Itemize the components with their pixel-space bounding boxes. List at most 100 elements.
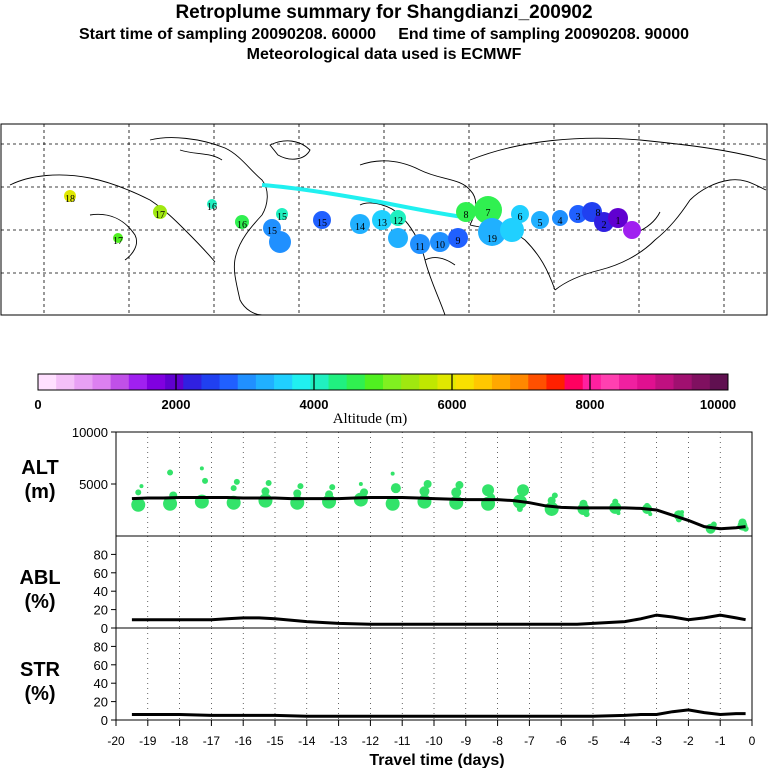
colorbar-cell — [274, 374, 293, 390]
alt-point — [390, 471, 395, 476]
map-plume-label: 8 — [464, 210, 469, 221]
plume-blob — [235, 215, 249, 229]
alt-point — [139, 484, 144, 489]
colorbar-cell — [582, 374, 602, 390]
alt-point — [258, 493, 273, 508]
plume-blob — [64, 190, 76, 202]
colorbar-cell — [219, 374, 239, 390]
plume-blob — [372, 210, 392, 230]
colorbar-cell — [637, 374, 656, 390]
alt-point — [297, 483, 304, 490]
alt-point — [329, 484, 336, 491]
x-axis-label: Travel time (days) — [369, 752, 504, 768]
colorbar-label: 2000 — [162, 397, 191, 412]
x-tick-label: -20 — [107, 734, 125, 748]
colorbar-cell — [110, 374, 130, 390]
y-tick-label: 20 — [94, 603, 108, 618]
alt-point — [325, 490, 334, 499]
y-tick-label: 80 — [94, 547, 108, 562]
x-tick-label: -13 — [330, 734, 348, 748]
map-plume-label: 14 — [355, 222, 365, 233]
colorbar-label: 10000 — [700, 397, 736, 412]
alt-point — [131, 497, 146, 512]
y-tick-label: 0 — [101, 621, 108, 636]
colorbar-cell — [38, 374, 57, 390]
colorbar-label: 6000 — [438, 397, 467, 412]
colorbar-label: 0 — [34, 397, 41, 412]
map-plume-label: 19 — [487, 234, 497, 245]
colorbar-cell — [56, 374, 75, 390]
y-axis-label: STR — [20, 659, 61, 681]
chart-title: Retroplume summary for Shangdianzi_20090… — [175, 2, 593, 23]
x-tick-label: -6 — [556, 734, 567, 748]
x-axis: -20 -19 -18 -17 -16 -15 -14 -13 -12 -11 -10 -9 -8 -7-… — [107, 720, 756, 768]
y-axis-label: ABL — [19, 567, 60, 589]
alt-point — [385, 496, 400, 511]
x-tick-label: -16 — [235, 734, 253, 748]
plume-blob — [552, 210, 568, 226]
x-tick-label: -11 — [394, 734, 411, 748]
colorbar-cell — [673, 374, 693, 390]
alt-mean-line — [131, 496, 746, 531]
colorbar-cell — [237, 374, 257, 390]
x-tick-label: -12 — [362, 734, 380, 748]
plume-blob — [474, 196, 502, 224]
colorbar-cell — [655, 374, 675, 390]
y-tick-label: 10000 — [72, 425, 108, 440]
y-axis-label: ALT — [21, 457, 58, 479]
alt-point — [135, 489, 142, 496]
x-tick-label: -3 — [651, 734, 662, 748]
y-tick-label: 60 — [94, 566, 108, 581]
map-plume-label: 15 — [317, 218, 327, 229]
colorbar-cell — [401, 374, 420, 390]
colorbar-cell — [619, 374, 638, 390]
alt-point — [451, 487, 462, 498]
map-plume-label: 4 — [558, 216, 563, 227]
alt-point — [360, 488, 369, 497]
plume-blob — [276, 208, 288, 220]
plume-blob — [388, 228, 408, 248]
map-plume-label: 10 — [435, 240, 445, 251]
x-tick-label: -8 — [492, 734, 503, 748]
colorbar-cell — [310, 374, 330, 390]
map-plume-label: 18 — [65, 194, 75, 205]
map-plume-label: 17 — [155, 210, 165, 221]
plume-blob — [390, 210, 406, 226]
colorbar-label: 4000 — [300, 397, 329, 412]
alt-point — [455, 481, 464, 490]
colorbar-cell — [564, 374, 584, 390]
alt-point — [265, 479, 272, 486]
alt-point — [583, 511, 590, 518]
map-plume-label: 16 — [207, 202, 217, 213]
alt-point — [551, 492, 558, 499]
map-plume-label: 3 — [576, 212, 581, 223]
map-plume-label: 8 — [596, 208, 601, 219]
met-data-subtitle: Meteorological data used is ECMWF — [246, 46, 522, 63]
colorbar-cell — [92, 374, 112, 390]
sampling-time-subtitle: Start time of sampling 20090208. 60000 E… — [78, 26, 690, 43]
alt-point — [230, 485, 237, 492]
map-plume-label: 11 — [415, 242, 425, 253]
colorbar-cell — [437, 374, 457, 390]
alt-point — [680, 510, 685, 515]
colorbar-cell — [74, 374, 93, 390]
alt-point — [233, 478, 240, 485]
colorbar-label: 8000 — [576, 397, 605, 412]
y-tick-label: 80 — [94, 639, 108, 654]
x-tick-label: -14 — [298, 734, 316, 748]
map-plume-label: 6 — [518, 212, 523, 223]
plume-blob — [410, 234, 430, 254]
y-tick-label: 0 — [101, 713, 108, 728]
plume-blob — [500, 218, 524, 242]
altitude-colorbar: 0 2000 4000 6000 8000 10000 Altitude (m) — [34, 373, 736, 427]
alt-point — [648, 512, 653, 517]
alt-point — [710, 521, 717, 528]
alt-point — [616, 511, 621, 516]
colorbar-cell — [546, 374, 566, 390]
alt-point — [738, 518, 747, 527]
map-plume-label: 2 — [602, 220, 607, 231]
alt-point — [261, 487, 270, 496]
alt-point — [167, 469, 174, 476]
alt-point — [358, 482, 363, 486]
